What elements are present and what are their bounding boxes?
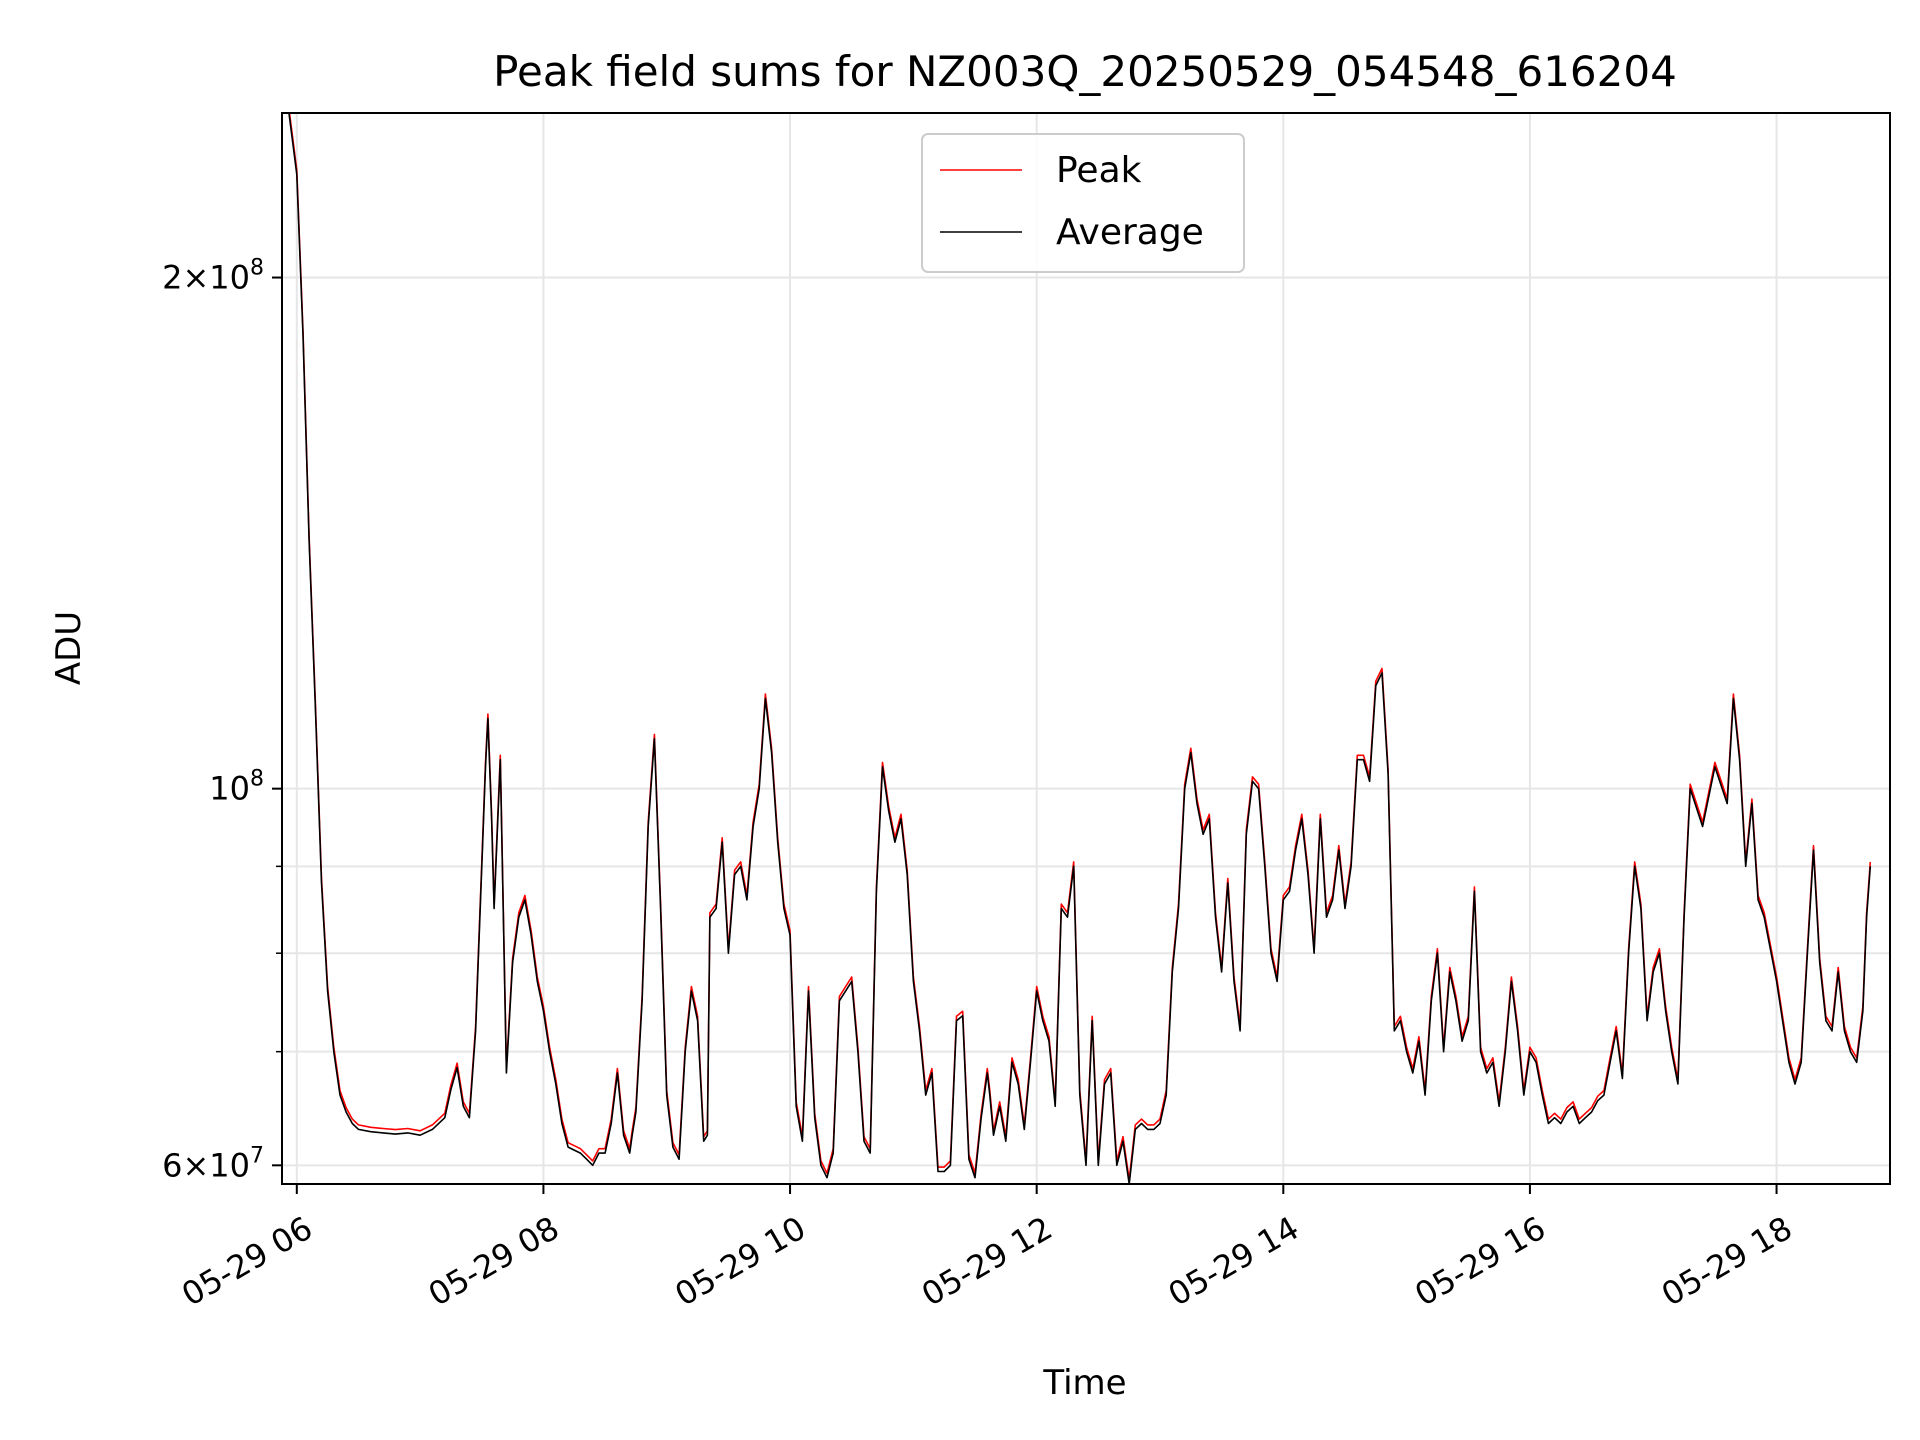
y-tick-label-exponent: 7	[250, 1143, 264, 1168]
legend-label-peak: Peak	[1056, 150, 1142, 191]
legend-label-average: Average	[1056, 212, 1204, 253]
y-tick-label-base: 2×10	[162, 259, 250, 297]
grid	[282, 113, 1890, 1184]
y-tick-label-exponent: 8	[250, 256, 264, 281]
y-tick-label-base: 10	[209, 770, 250, 808]
x-axis-title: Time	[1042, 1363, 1126, 1403]
legend: Peak Average	[921, 133, 1245, 273]
plot-frame	[281, 112, 1891, 1185]
y-tick-label-base: 6×10	[162, 1146, 250, 1184]
y-tick-label: 6×107	[162, 1143, 264, 1184]
series-line-average	[288, 113, 1872, 1184]
y-axis-title: ADU	[49, 611, 89, 685]
chart-title: Peak field sums for NZ003Q_20250529_0545…	[493, 47, 1677, 96]
y-tick-label-exponent: 8	[250, 767, 264, 792]
legend-box	[921, 133, 1245, 273]
series-layer	[288, 113, 1872, 1184]
y-tick-label: 2×108	[162, 256, 264, 297]
y-tick-label: 108	[209, 767, 264, 808]
